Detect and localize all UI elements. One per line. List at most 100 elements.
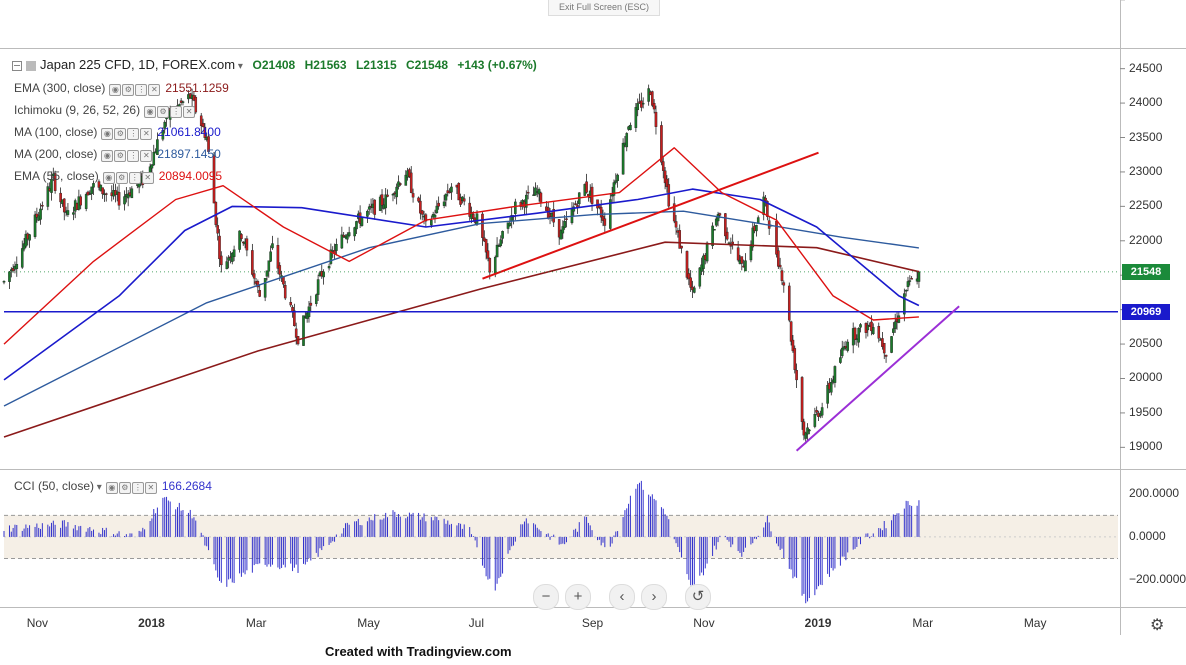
candle-body	[893, 321, 897, 329]
candle-body	[24, 233, 28, 247]
zoom-out-button[interactable]: −	[533, 584, 559, 610]
candle-body	[126, 193, 130, 199]
exit-fullscreen-button[interactable]: Exit Full Screen (ESC)	[548, 0, 660, 16]
chevron-down-icon[interactable]: ▾	[94, 482, 102, 493]
settings-icon[interactable]: ⚙	[115, 171, 128, 184]
candle-body	[714, 218, 718, 226]
candle-body	[97, 181, 101, 188]
more-icon[interactable]: ⋮	[131, 481, 144, 494]
visibility-icon[interactable]: ◉	[105, 481, 118, 494]
candle-body	[903, 293, 906, 315]
close-icon[interactable]: ✕	[141, 171, 154, 184]
candle-body	[884, 354, 888, 357]
more-icon[interactable]: ⋮	[135, 83, 148, 96]
more-icon[interactable]: ⋮	[127, 149, 140, 162]
reset-chart-button[interactable]: ↺	[685, 584, 711, 610]
candle-body	[787, 285, 791, 321]
candle-body	[457, 183, 461, 201]
candle-body	[251, 250, 254, 275]
cci-value: 166.2684	[161, 479, 212, 493]
visibility-icon[interactable]: ◉	[109, 83, 122, 96]
candle-body	[252, 273, 256, 279]
candle-body	[419, 200, 422, 214]
candle-body	[316, 279, 320, 295]
more-icon[interactable]: ⋮	[127, 127, 140, 140]
candle-body	[450, 186, 453, 193]
candle-body	[612, 182, 616, 196]
indicator-controls: ◉ ⚙ ⋮ ✕	[101, 148, 153, 162]
visibility-icon[interactable]	[26, 60, 36, 71]
close-icon[interactable]: ✕	[144, 481, 157, 494]
candle-body	[404, 174, 408, 186]
candle-body	[59, 192, 62, 203]
indicator-value: 21061.8400	[157, 125, 221, 139]
settings-icon[interactable]: ⚙	[114, 127, 127, 140]
more-icon[interactable]: ⋮	[128, 171, 141, 184]
close-icon[interactable]: ✕	[140, 149, 153, 162]
visibility-icon[interactable]: ◉	[101, 127, 114, 140]
candle-body	[599, 206, 603, 218]
settings-icon[interactable]: ⚙	[122, 83, 135, 96]
candle-body	[526, 191, 530, 194]
candle-body	[877, 326, 881, 339]
candle-body	[762, 196, 766, 215]
candle-body	[839, 357, 842, 363]
candle-body	[28, 234, 31, 241]
candle-body	[651, 91, 654, 106]
price-tick-label: 19500	[1129, 404, 1163, 419]
candle-body	[713, 229, 716, 231]
candle-body	[276, 244, 280, 269]
candle-body	[373, 199, 377, 215]
settings-icon[interactable]: ⚙	[157, 105, 170, 118]
gear-icon[interactable]: ⚙	[1150, 617, 1165, 634]
close-icon[interactable]: ✕	[148, 83, 161, 96]
candle-body	[486, 250, 490, 259]
candle-body	[386, 194, 389, 197]
visibility-icon[interactable]: ◉	[102, 171, 115, 184]
candle-body	[910, 278, 913, 280]
settings-icon[interactable]: ⚙	[114, 149, 127, 162]
candle-body	[398, 183, 402, 185]
candle-body	[793, 348, 797, 370]
indicator-legend: MA (200, close) ◉ ⚙ ⋮ ✕ 21897.1450	[14, 147, 221, 162]
close-icon[interactable]: ✕	[183, 105, 196, 118]
candle-body	[161, 130, 165, 140]
zoom-in-button[interactable]: +	[565, 584, 591, 610]
candle-body	[791, 339, 795, 352]
candle-body	[342, 234, 345, 237]
candle-body	[693, 287, 696, 293]
candle-body	[212, 155, 216, 204]
candle-body	[92, 183, 95, 188]
candle-body	[181, 101, 185, 103]
candle-body	[475, 213, 479, 225]
candle-body	[614, 180, 618, 183]
candle-body	[409, 172, 413, 193]
candle-body	[601, 215, 605, 221]
visibility-icon[interactable]: ◉	[144, 105, 157, 118]
scroll-left-button[interactable]: ‹	[609, 584, 635, 610]
settings-icon[interactable]: ⚙	[118, 481, 131, 494]
candle-body	[689, 277, 692, 288]
candle-body	[749, 244, 753, 261]
time-tick-label: Nov	[26, 616, 49, 630]
collapse-icon[interactable]	[12, 60, 22, 71]
candle-body	[84, 194, 88, 209]
candle-body	[501, 231, 504, 239]
scroll-right-button[interactable]: ›	[641, 584, 667, 610]
close-icon[interactable]: ✕	[140, 127, 153, 140]
candle-body	[731, 241, 734, 244]
price-tick-label: 23500	[1129, 129, 1163, 144]
candle-body	[687, 273, 691, 280]
price-tick-label: 22000	[1129, 232, 1163, 247]
chevron-down-icon[interactable]: ▾	[235, 61, 243, 72]
candle-body	[802, 421, 806, 436]
candle-body	[766, 201, 769, 217]
visibility-icon[interactable]: ◉	[101, 149, 114, 162]
footer-credit: Created with Tradingview.com	[325, 644, 512, 659]
more-icon[interactable]: ⋮	[170, 105, 183, 118]
indicator-legend: Ichimoku (9, 26, 52, 26) ◉ ⚙ ⋮ ✕	[14, 103, 200, 118]
candle-body	[442, 201, 446, 206]
candle-body	[462, 198, 466, 202]
candle-body	[314, 294, 318, 304]
